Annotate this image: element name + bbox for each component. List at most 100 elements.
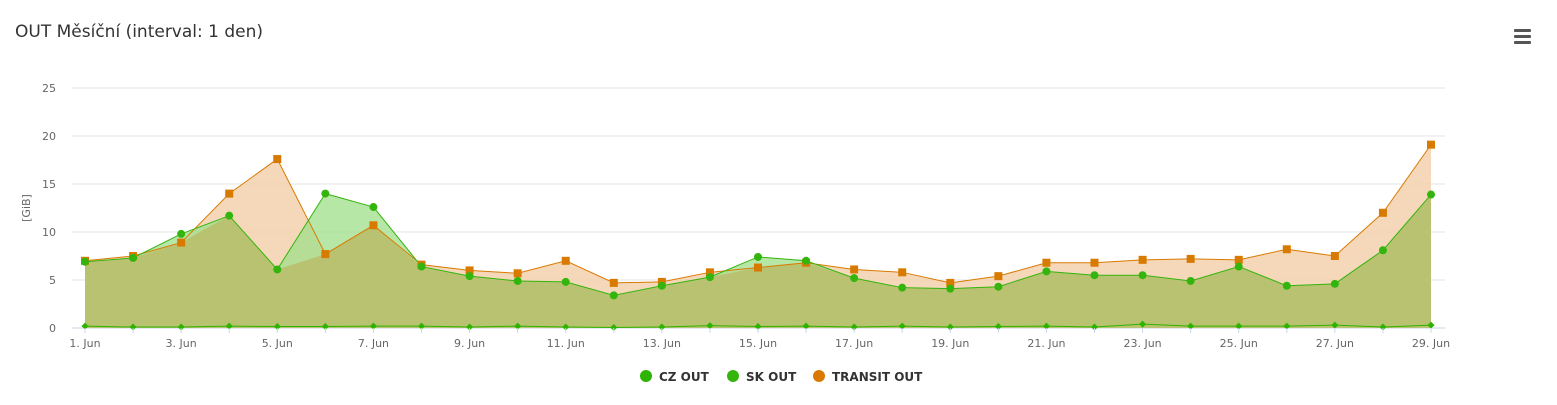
data-point-cz-out xyxy=(273,323,281,331)
data-point-transit-out xyxy=(850,265,859,274)
data-point-transit-out xyxy=(561,256,570,265)
x-tick-label: 3. Jun xyxy=(166,337,197,350)
chart-menu-button[interactable] xyxy=(1512,26,1534,48)
data-point-sk-out xyxy=(81,257,89,266)
chart-title: OUT Měsíční (interval: 1 den) xyxy=(15,22,264,42)
data-point-cz-out xyxy=(177,323,185,331)
data-point-cz-out xyxy=(321,323,329,331)
y-tick-label: 0 xyxy=(49,322,56,335)
menu-bar xyxy=(1514,35,1531,38)
data-point-cz-out xyxy=(1187,322,1195,330)
data-point-cz-out xyxy=(658,323,666,331)
menu-bar xyxy=(1514,41,1531,44)
data-point-sk-out xyxy=(754,252,762,261)
series-markers xyxy=(81,140,1435,332)
data-point-cz-out xyxy=(225,322,233,330)
data-point-cz-out xyxy=(754,323,762,331)
data-point-cz-out xyxy=(946,323,954,331)
data-point-cz-out xyxy=(802,322,810,330)
data-point-sk-out xyxy=(705,273,714,282)
data-point-sk-out xyxy=(129,253,138,262)
data-point-sk-out xyxy=(802,256,811,265)
data-point-cz-out xyxy=(994,323,1002,331)
legend-label: SK OUT xyxy=(746,370,797,384)
x-tick-label: 27. Jun xyxy=(1316,337,1354,350)
data-point-sk-out xyxy=(946,284,955,293)
data-point-cz-out xyxy=(610,324,618,332)
x-tick-label: 1. Jun xyxy=(69,337,100,350)
data-point-sk-out xyxy=(177,229,186,238)
data-point-cz-out xyxy=(898,322,906,330)
data-point-cz-out xyxy=(129,323,137,331)
y-tick-label: 5 xyxy=(49,274,56,287)
legend-label: CZ OUT xyxy=(659,370,710,384)
data-point-sk-out xyxy=(1186,276,1195,285)
x-tick-label: 9. Jun xyxy=(454,337,485,350)
data-point-sk-out xyxy=(657,281,666,290)
data-point-sk-out xyxy=(561,277,570,286)
legend: CZ OUT SK OUT TRANSIT OUT xyxy=(640,370,923,384)
legend-item-sk-out[interactable]: SK OUT xyxy=(727,370,797,384)
data-point-cz-out xyxy=(706,322,714,330)
data-point-sk-out xyxy=(1330,279,1339,288)
data-point-sk-out xyxy=(1138,271,1147,280)
data-point-sk-out xyxy=(1090,271,1099,280)
x-tick-label: 5. Jun xyxy=(262,337,293,350)
y-tick-label: 20 xyxy=(42,130,56,143)
x-tick-label: 21. Jun xyxy=(1027,337,1065,350)
data-point-sk-out xyxy=(1427,190,1435,199)
data-point-transit-out xyxy=(1378,208,1387,217)
data-point-sk-out xyxy=(321,189,330,198)
data-point-cz-out xyxy=(81,322,89,330)
data-point-cz-out xyxy=(1427,321,1435,329)
series-areas xyxy=(85,144,1431,328)
data-point-sk-out xyxy=(898,283,907,292)
x-tick-label: 13. Jun xyxy=(643,337,681,350)
data-point-transit-out xyxy=(946,278,955,287)
data-point-transit-out xyxy=(321,250,330,259)
data-point-sk-out xyxy=(850,274,859,283)
data-point-transit-out xyxy=(1042,258,1051,267)
data-point-transit-out xyxy=(273,155,282,164)
x-tick-label: 25. Jun xyxy=(1220,337,1258,350)
x-tick-label: 19. Jun xyxy=(931,337,969,350)
data-point-sk-out xyxy=(609,291,618,300)
data-point-transit-out xyxy=(465,266,474,275)
series-overlap-area xyxy=(85,194,1431,328)
data-point-transit-out xyxy=(1330,252,1339,260)
data-point-sk-out xyxy=(369,203,378,212)
x-tick-label: 11. Jun xyxy=(547,337,585,350)
data-point-transit-out xyxy=(1138,255,1147,264)
x-tick-label: 7. Jun xyxy=(358,337,389,350)
x-tick-label: 23. Jun xyxy=(1123,337,1161,350)
x-tick-label: 17. Jun xyxy=(835,337,873,350)
data-point-sk-out xyxy=(465,272,474,281)
data-point-transit-out xyxy=(754,263,762,272)
data-point-cz-out xyxy=(562,323,570,331)
data-point-cz-out xyxy=(1139,320,1147,328)
legend-label: TRANSIT OUT xyxy=(832,370,923,384)
data-point-sk-out xyxy=(1234,262,1243,271)
legend-symbol xyxy=(813,370,825,382)
data-point-transit-out xyxy=(705,268,714,277)
data-point-transit-out xyxy=(177,238,186,247)
y-axis-title: [GiB] xyxy=(20,194,33,222)
data-point-sk-out xyxy=(1042,267,1051,276)
data-point-cz-out xyxy=(369,322,377,330)
legend-item-transit-out[interactable]: TRANSIT OUT xyxy=(813,370,923,384)
data-point-transit-out xyxy=(1186,254,1195,263)
data-point-cz-out xyxy=(1379,323,1387,331)
data-point-transit-out xyxy=(369,221,378,230)
x-tick-label: 29. Jun xyxy=(1412,337,1450,350)
data-point-transit-out xyxy=(898,268,907,277)
data-point-cz-out xyxy=(1042,322,1050,330)
data-point-sk-out xyxy=(1282,281,1291,290)
data-point-sk-out xyxy=(417,262,426,271)
data-point-cz-out xyxy=(1283,322,1291,330)
legend-symbol xyxy=(727,370,739,382)
data-point-cz-out xyxy=(1235,322,1243,330)
data-point-transit-out xyxy=(1282,245,1291,254)
data-point-transit-out xyxy=(1234,255,1243,264)
legend-item-cz-out[interactable]: CZ OUT xyxy=(640,370,710,384)
